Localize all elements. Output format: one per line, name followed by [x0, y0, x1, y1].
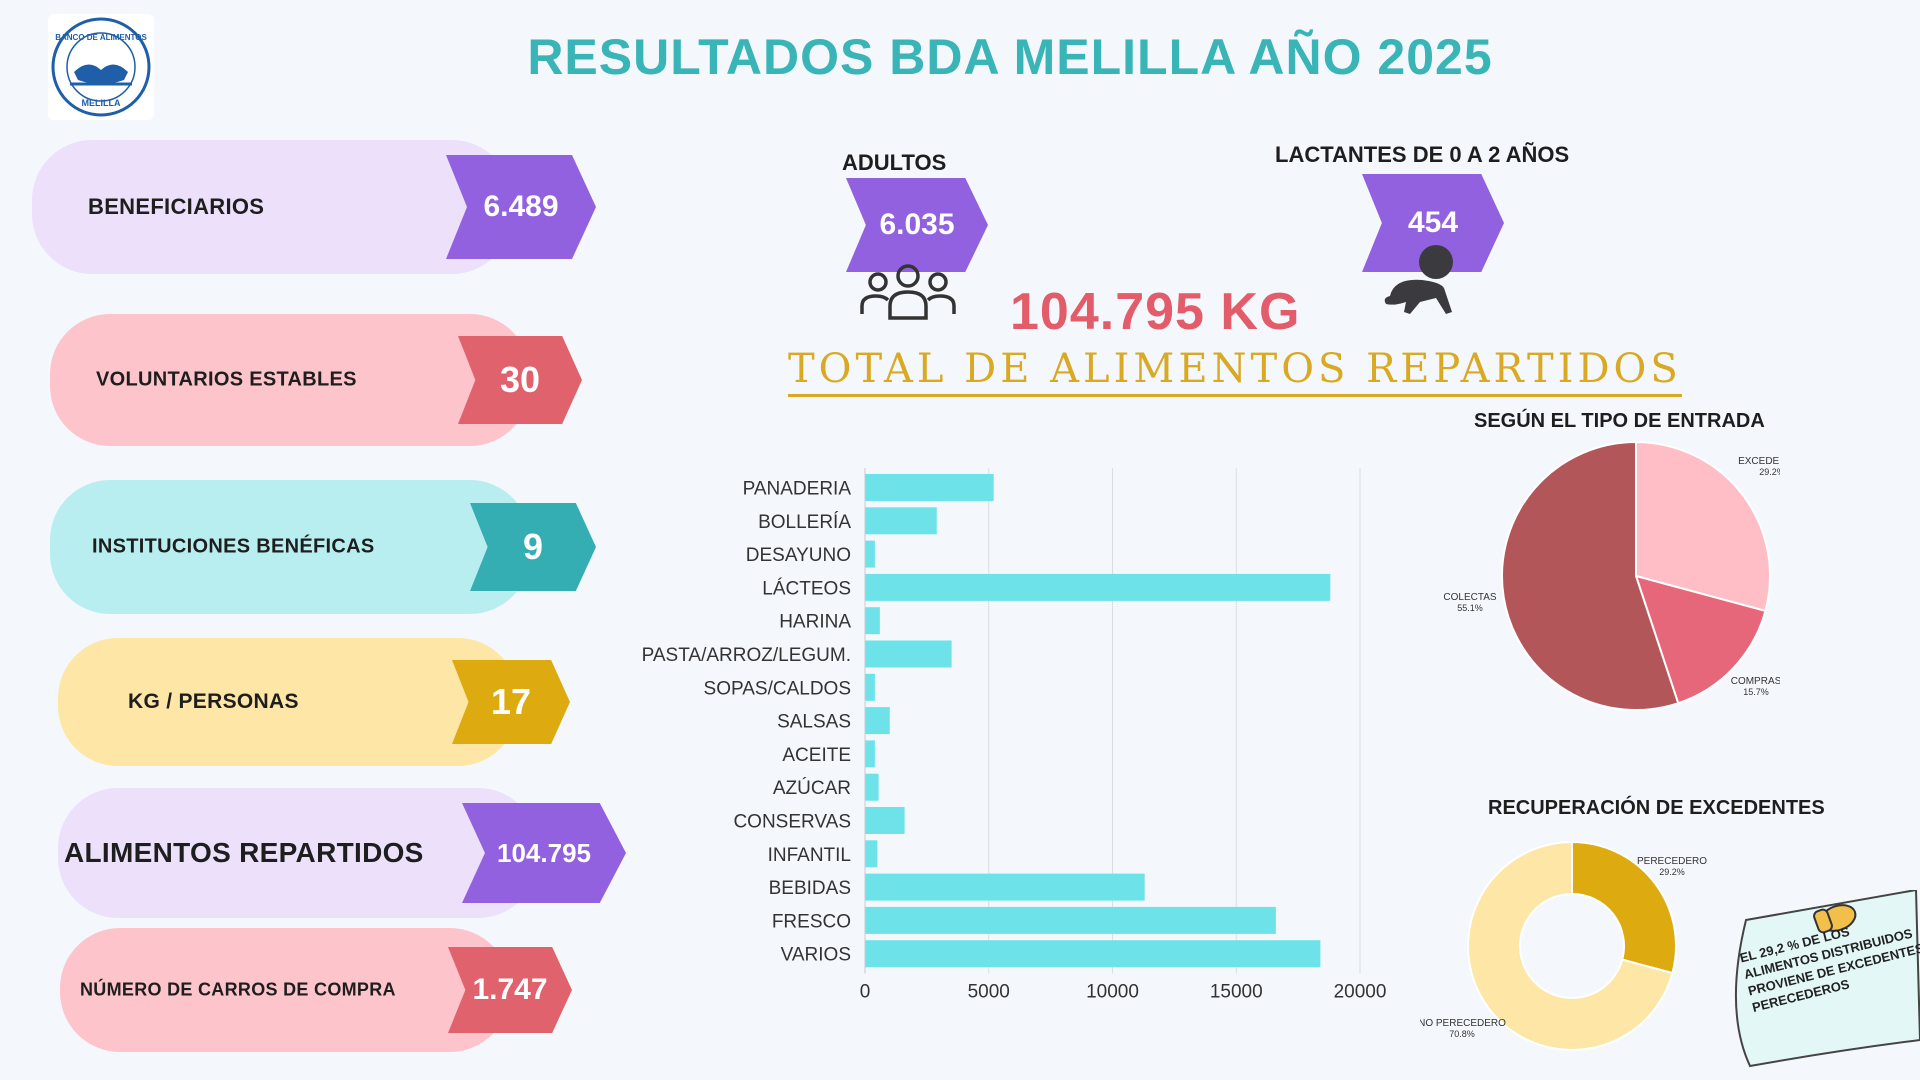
- kpi-card: ALIMENTOS REPARTIDOS: [58, 788, 538, 918]
- adultos-label: ADULTOS: [842, 150, 947, 175]
- category-label: SOPAS/CALDOS: [704, 678, 851, 699]
- category-label: PASTA/ARROZ/LEGUM.: [642, 645, 851, 666]
- pie-entrada-title: SEGÚN EL TIPO DE ENTRADA: [1474, 410, 1765, 432]
- bar: [865, 640, 952, 668]
- logo-bottom-text: MELILLA: [82, 98, 121, 108]
- slice-pct: 70.8%: [1449, 1029, 1475, 1039]
- slice-pct: 29.2%: [1659, 867, 1685, 877]
- bar: [865, 940, 1321, 968]
- x-tick-label: 5000: [968, 982, 1010, 1001]
- kpi-card-label: INSTITUCIONES BENÉFICAS: [92, 535, 375, 558]
- bar: [865, 873, 1145, 901]
- kpi-card-value: 104.795: [462, 803, 626, 903]
- category-label: CONSERVAS: [733, 812, 851, 833]
- kpi-card: VOLUNTARIOS ESTABLES: [50, 314, 530, 446]
- donut-title: RECUPERACIÓN DE EXCEDENTES: [1488, 797, 1825, 819]
- x-tick-label: 15000: [1210, 982, 1263, 1001]
- slice-label: COLECTAS: [1443, 592, 1496, 603]
- x-tick-label: 10000: [1086, 982, 1139, 1001]
- category-label: INFANTIL: [768, 845, 851, 866]
- slice-pct: 55.1%: [1457, 603, 1483, 613]
- x-tick-label: 0: [860, 982, 871, 1001]
- kpi-card-label: NÚMERO DE CARROS DE COMPRA: [80, 979, 396, 1000]
- category-label: HARINA: [779, 612, 851, 633]
- kpi-card: INSTITUCIONES BENÉFICAS: [50, 480, 530, 614]
- category-label: BEBIDAS: [769, 878, 851, 899]
- kpi-card-value: 9: [470, 503, 596, 591]
- category-label: ACEITE: [782, 745, 851, 766]
- x-tick-label: 20000: [1334, 982, 1387, 1001]
- slice-label: EXCEDENTES: [1738, 456, 1780, 467]
- kpi-card-label: ALIMENTOS REPARTIDOS: [64, 837, 424, 868]
- category-label: SALSAS: [777, 712, 851, 733]
- slice-label: PERECEDERO: [1637, 856, 1707, 867]
- category-label: PANADERIA: [743, 479, 852, 500]
- bar: [865, 773, 879, 801]
- bar-chart: 0 5000 10000 15000 20000 PANADERIA BOLLERÍA DES…: [642, 468, 1387, 1001]
- category-label: LÁCTEOS: [762, 578, 851, 599]
- category-label: BOLLERÍA: [758, 512, 851, 533]
- page-title: RESULTADOS BDA MELILLA AÑO 2025: [527, 29, 1493, 85]
- kpi-card-value: 30: [458, 336, 582, 424]
- slice-pct: 15.7%: [1743, 687, 1769, 697]
- pie-slice: [1571, 840, 1677, 975]
- pie-slice: [1635, 440, 1771, 613]
- lactantes-label: LACTANTES DE 0 A 2 AÑOS: [1275, 142, 1570, 167]
- category-label: FRESCO: [772, 911, 851, 932]
- people-icon: [860, 264, 956, 320]
- slice-label: COMPRAS: [1731, 676, 1780, 687]
- bar: [865, 840, 878, 868]
- pin-icon: [1813, 904, 1857, 934]
- bar: [865, 707, 890, 735]
- bar: [865, 673, 875, 701]
- bar: [865, 607, 880, 635]
- category-label: AZÚCAR: [773, 777, 851, 799]
- total-kg: 104.795 KG: [1010, 283, 1301, 341]
- category-label: DESAYUNO: [746, 545, 851, 566]
- bar: [865, 807, 905, 834]
- sticky-note: [1734, 890, 1920, 1068]
- bar: [865, 540, 875, 568]
- bar: [865, 573, 1331, 601]
- logo-top-text: BANCO DE ALIMENTOS: [55, 33, 147, 42]
- bar: [865, 740, 875, 768]
- adultos-value: 6.035: [846, 178, 988, 272]
- bar: [865, 474, 994, 501]
- pie-slice: [1467, 840, 1674, 1051]
- kpi-card: BENEFICIARIOS: [32, 140, 512, 274]
- kpi-card-value: 6.489: [446, 155, 596, 259]
- kpi-card: KG / PERSONAS: [58, 638, 518, 766]
- slice-label: NO PERECEDERO: [1420, 1018, 1506, 1029]
- kpi-card-value: 17: [452, 660, 570, 744]
- kpi-card: NÚMERO DE CARROS DE COMPRA: [60, 928, 510, 1052]
- bar: [865, 507, 937, 535]
- bar: [865, 906, 1276, 934]
- category-label: VARIOS: [781, 945, 851, 966]
- kpi-card-value: 1.747: [448, 947, 572, 1033]
- logo-emblem: BANCO DE ALIMENTOS MELILLA: [51, 17, 151, 117]
- pie-slice: [1501, 440, 1680, 711]
- slice-pct: 29.2%: [1759, 467, 1780, 477]
- baby-icon: [1384, 245, 1453, 314]
- kpi-card-label: BENEFICIARIOS: [88, 194, 265, 219]
- total-label: TOTAL DE ALIMENTOS REPARTIDOS: [788, 346, 1682, 397]
- kpi-card-label: VOLUNTARIOS ESTABLES: [96, 368, 357, 391]
- kpi-card-label: KG / PERSONAS: [128, 690, 299, 713]
- logo: BANCO DE ALIMENTOS MELILLA: [48, 14, 154, 120]
